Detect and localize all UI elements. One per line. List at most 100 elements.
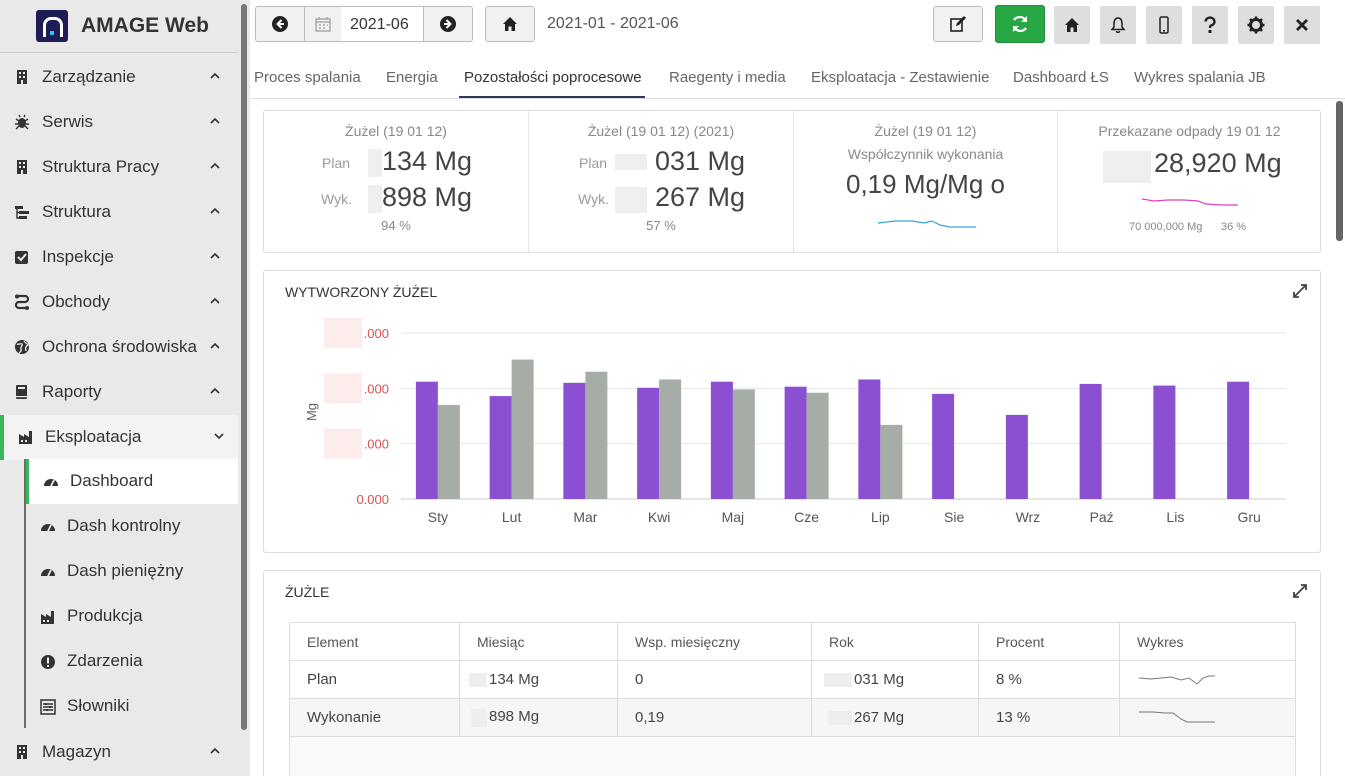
x-tick-label: Sie bbox=[944, 509, 964, 525]
tree-icon bbox=[15, 206, 29, 219]
bar-purple-lut[interactable] bbox=[489, 396, 512, 499]
submenu-item-dash-pieniężny[interactable]: Dash pieniężny bbox=[26, 549, 238, 594]
tab-dashboard-ls[interactable]: Dashboard ŁS bbox=[1013, 69, 1109, 86]
alert-icon bbox=[41, 655, 55, 669]
col-wykres[interactable]: Wykres bbox=[1119, 622, 1296, 661]
content-scrollbar[interactable] bbox=[1336, 101, 1343, 241]
col-miesiac[interactable]: Miesiąc bbox=[459, 622, 618, 661]
submenu-item-dash-kontrolny[interactable]: Dash kontrolny bbox=[26, 504, 238, 549]
redacted-value bbox=[1103, 151, 1151, 183]
sidebar-item-raporty[interactable]: Raporty bbox=[0, 370, 238, 415]
tab-energia[interactable]: Energia bbox=[386, 69, 438, 86]
redacted-value bbox=[471, 708, 487, 727]
edit-button[interactable] bbox=[933, 6, 983, 42]
bar-gray-sty[interactable] bbox=[437, 404, 460, 499]
bar-purple-wrz[interactable] bbox=[1005, 414, 1028, 499]
col-procent[interactable]: Procent bbox=[978, 622, 1120, 661]
sidebar-item-serwis[interactable]: Serwis bbox=[0, 100, 238, 145]
slag-table-panel: ŻUŻLE Element Miesiąc Wsp. miesięczny Ro… bbox=[263, 570, 1321, 776]
bar-gray-lut[interactable] bbox=[511, 359, 534, 499]
kpi-card-transferred: Przekazane odpady 19 01 12 28,920 Mg 70 … bbox=[1058, 111, 1321, 252]
transferred-percent: 36 % bbox=[1221, 221, 1247, 233]
kpi-card-yearly: Żużel (19 01 12) (2021) Plan 031 Mg Wyk.… bbox=[529, 111, 794, 252]
sidebar-item-zarządzanie[interactable]: Zarządzanie bbox=[0, 55, 238, 100]
cell-procent: 8 % bbox=[978, 660, 1120, 699]
col-element[interactable]: Element bbox=[289, 622, 460, 661]
month-input[interactable]: 2021-06 bbox=[341, 6, 423, 42]
tab-reagenty[interactable]: Raegenty i media bbox=[669, 69, 786, 86]
sidebar-scrollbar[interactable] bbox=[241, 4, 247, 730]
redacted-tick bbox=[324, 318, 362, 348]
col-wsp[interactable]: Wsp. miesięczny bbox=[617, 622, 812, 661]
calendar-icon bbox=[315, 17, 331, 32]
expand-icon[interactable] bbox=[1292, 583, 1308, 599]
sidebar-item-struktura-pracy[interactable]: Struktura Pracy bbox=[0, 145, 238, 190]
bar-gray-maj[interactable] bbox=[732, 389, 755, 499]
table-row: Wykonanie 898 Mg 0,19 267 Mg 13 % bbox=[289, 698, 1296, 737]
tab-eksploatacja-zestawienie[interactable]: Eksploatacja - Zestawienie bbox=[811, 69, 990, 86]
kpi-summary: Żużel (19 01 12) Plan 134 Mg Wyk. 898 Mg… bbox=[263, 110, 1321, 253]
cell-wsp: 0,19 bbox=[617, 698, 812, 737]
bar-purple-lis[interactable] bbox=[1153, 385, 1176, 499]
bar-gray-lip[interactable] bbox=[880, 424, 903, 499]
submenu-item-dashboard[interactable]: Dashboard bbox=[26, 459, 238, 504]
transferred-target: 70 000,000 Mg bbox=[1129, 221, 1203, 233]
close-button[interactable] bbox=[1284, 6, 1320, 44]
calendar-button[interactable] bbox=[304, 6, 342, 42]
home-button[interactable] bbox=[1054, 6, 1090, 44]
mobile-button[interactable] bbox=[1146, 6, 1182, 44]
bar-gray-kwi[interactable] bbox=[659, 379, 682, 499]
cell-rok: 267 Mg bbox=[811, 698, 979, 737]
bar-purple-paź[interactable] bbox=[1079, 383, 1102, 499]
prev-month-button[interactable] bbox=[255, 6, 305, 42]
tab-proces-spalania[interactable]: Proces spalania bbox=[254, 69, 361, 86]
wyk-value: 267 Mg bbox=[655, 182, 746, 212]
bar-purple-sie[interactable] bbox=[932, 393, 955, 499]
submenu-item-zdarzenia[interactable]: Zdarzenia bbox=[26, 639, 238, 684]
kpi-title: Żużel (19 01 12) (2021) bbox=[587, 123, 735, 139]
notifications-button[interactable] bbox=[1100, 6, 1136, 44]
building-icon bbox=[17, 70, 27, 84]
x-tick-label: Lip bbox=[871, 509, 890, 525]
expand-icon[interactable] bbox=[1292, 283, 1308, 299]
sidebar-item-ochrona-środowiska[interactable]: Ochrona środowiska bbox=[0, 325, 238, 370]
bar-purple-mar[interactable] bbox=[563, 382, 586, 499]
settings-button[interactable] bbox=[1238, 6, 1274, 44]
x-axis-ticks: Sty Lut Mar Kwi Maj Cze Lip Sie Wrz Paź Lis Gru bbox=[428, 509, 1261, 525]
redacted-value bbox=[828, 711, 852, 726]
redacted-value bbox=[469, 673, 487, 688]
bar-purple-maj[interactable] bbox=[710, 381, 733, 499]
home-date-button[interactable] bbox=[485, 6, 535, 42]
bar-purple-gru[interactable] bbox=[1227, 381, 1250, 499]
refresh-icon bbox=[1013, 15, 1027, 33]
refresh-button[interactable] bbox=[995, 5, 1045, 43]
kpi-percent: 94 % bbox=[381, 218, 411, 233]
bar-purple-sty[interactable] bbox=[415, 381, 438, 499]
bar-purple-lip[interactable] bbox=[858, 379, 881, 499]
x-tick-label: Mar bbox=[573, 509, 597, 525]
sidebar-item-obchody[interactable]: Obchody bbox=[0, 280, 238, 325]
tab-wykres-spalania[interactable]: Wykres spalania JB bbox=[1134, 69, 1266, 86]
sidebar-item-struktura[interactable]: Struktura bbox=[0, 190, 238, 235]
submenu-item-produkcja[interactable]: Produkcja bbox=[26, 594, 238, 639]
redacted-value bbox=[615, 187, 647, 213]
tab-pozostalosci[interactable]: Pozostałości poprocesowe bbox=[464, 69, 642, 86]
submenu-item-słowniki[interactable]: Słowniki bbox=[26, 684, 238, 729]
bar-gray-mar[interactable] bbox=[585, 371, 608, 499]
y-axis-label: Mg bbox=[304, 403, 319, 421]
x-tick-label: Kwi bbox=[648, 509, 671, 525]
cell-rok-value: 267 Mg bbox=[854, 709, 905, 726]
next-month-button[interactable] bbox=[423, 6, 473, 42]
bar-purple-kwi[interactable] bbox=[637, 387, 660, 499]
y-tick-label: .000 bbox=[364, 326, 389, 341]
sidebar-item-label: Magazyn bbox=[42, 742, 111, 761]
sidebar-item-inspekcje[interactable]: Inspekcje bbox=[0, 235, 238, 280]
bar-gray-cze[interactable] bbox=[806, 392, 829, 499]
sidebar-item-magazyn[interactable]: Magazyn bbox=[0, 730, 238, 775]
sidebar-item-eksploatacja[interactable]: Eksploatacja bbox=[0, 415, 238, 460]
col-rok[interactable]: Rok bbox=[811, 622, 979, 661]
help-button[interactable] bbox=[1192, 6, 1228, 44]
bar-purple-cze[interactable] bbox=[784, 386, 807, 499]
logo-bar[interactable]: AMAGE Web bbox=[0, 0, 238, 53]
slag-chart-panel: WYTWORZONY ŻUŻEL Mg .000 .000 .000 0.000 St… bbox=[263, 270, 1321, 553]
